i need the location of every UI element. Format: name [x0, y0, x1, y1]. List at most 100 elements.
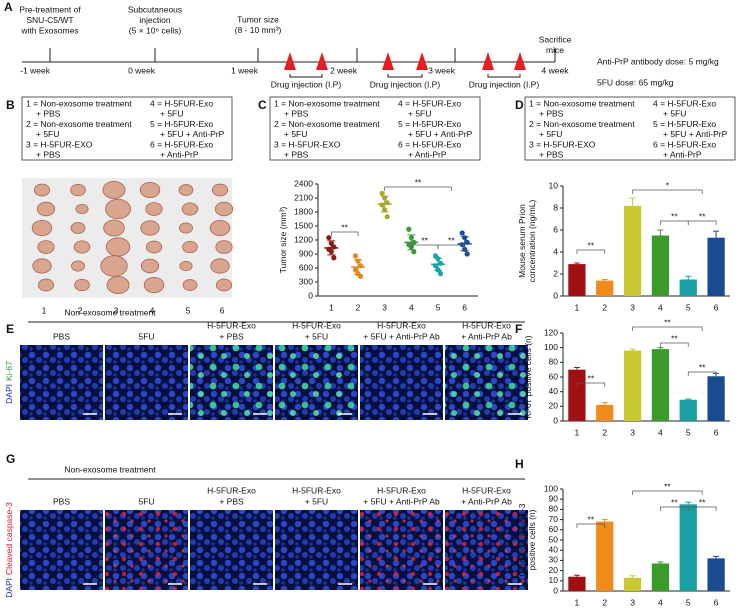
column-label: + 5FU	[305, 496, 328, 506]
significance-label: **	[588, 240, 595, 250]
legend-treatment: + 5FU	[284, 129, 307, 139]
column-label: H-5FUR-Exo	[377, 320, 426, 330]
y-tick-label: 100	[544, 342, 558, 352]
x-tick-label: 4	[658, 597, 663, 607]
data-point	[352, 253, 359, 259]
tumor	[145, 202, 163, 216]
stain-label: DAPI Cleaved caspase-3	[4, 502, 14, 598]
x-tick-label: 3	[630, 302, 635, 312]
column-label: + PBS	[219, 331, 244, 341]
tumor	[31, 219, 53, 237]
significance-label: **	[421, 235, 428, 245]
group-header: Non-exosome treatment	[64, 307, 156, 317]
tumor	[139, 181, 161, 199]
injection-label: Drug injection (I.P)	[271, 79, 342, 89]
error-bar	[657, 347, 664, 350]
legend-name: 6 = H-5FUR-Exo	[653, 139, 716, 149]
error-bar	[573, 574, 580, 577]
x-tick-label: 5	[686, 302, 691, 312]
bar	[679, 399, 697, 421]
tumor	[37, 240, 55, 254]
x-tick-label: 6	[714, 597, 719, 607]
x-tick-label: 3	[630, 427, 635, 437]
bar	[623, 350, 642, 421]
stain-overlay	[445, 510, 528, 590]
legend-name: 4 = H-5FUR-Exo	[398, 98, 461, 108]
legend-name: 2 = Non-exosome treatment	[26, 119, 132, 129]
y-tick-label: 10	[549, 575, 559, 585]
error-bar	[601, 402, 608, 405]
y-tick-label: 0	[553, 415, 558, 425]
bar	[623, 577, 642, 591]
legend-treatment: + 5FU + Anti-PrP	[408, 129, 473, 139]
data-point	[459, 230, 465, 236]
column-label: H-5FUR-Exo	[462, 320, 511, 330]
bar	[568, 264, 586, 296]
legend-name: 5 = H-5FUR-Exo	[398, 119, 461, 129]
tumor	[36, 201, 56, 217]
tumor	[145, 240, 163, 254]
tumor	[37, 278, 55, 292]
y-tick-label: 80	[549, 357, 559, 367]
data-point	[411, 249, 417, 255]
tumor	[214, 201, 234, 217]
column-label: + PBS	[219, 496, 244, 506]
column-label: H-5FUR-Exo	[207, 320, 256, 330]
tumor	[74, 278, 90, 292]
y-tick-label: 4	[553, 246, 558, 256]
y-tick-label: 900	[299, 248, 313, 258]
y-tick-label: 1800	[294, 206, 313, 216]
significance-label: **	[671, 497, 678, 507]
legend-treatment: + PBS	[36, 149, 61, 159]
significance-label: **	[671, 333, 678, 343]
significance-label: **	[588, 373, 595, 383]
y-tick-label: 2100	[294, 192, 313, 202]
significance-label: **	[664, 317, 671, 327]
column-label: PBS	[53, 496, 70, 506]
data-point	[464, 251, 470, 257]
data-point	[331, 255, 337, 261]
error-bar	[629, 575, 636, 578]
y-tick-label: 20	[549, 565, 559, 575]
x-tick-label: 5	[686, 427, 691, 437]
data-point	[379, 202, 385, 208]
y-tick-label: 80	[549, 504, 559, 514]
micrograph	[20, 345, 103, 420]
x-tick-label: 6	[714, 427, 719, 437]
x-tick-label: 2	[356, 302, 361, 312]
significance-label: **	[448, 235, 455, 245]
legend-name: 4 = H-5FUR-Exo	[150, 98, 213, 108]
lane-label: 5	[186, 305, 191, 315]
column-label: + Anti-PrP Ab	[461, 496, 512, 506]
week-label: 4 week	[542, 65, 570, 75]
tumor	[211, 183, 229, 197]
error-bar	[601, 519, 608, 522]
column-label: + 5FU	[305, 331, 328, 341]
x-tick-label: 3	[630, 597, 635, 607]
significance-bracket	[576, 523, 606, 528]
legend-treatment: + Anti-PrP	[160, 149, 199, 159]
tumor	[75, 203, 89, 215]
stain-overlay	[190, 345, 273, 420]
legend-box	[524, 96, 736, 161]
significance-bracket	[687, 371, 717, 376]
event-label: injection	[139, 15, 170, 25]
y-tick-label: 2	[553, 268, 558, 278]
x-tick-label: 5	[436, 302, 441, 312]
significance-bracket	[576, 382, 606, 387]
injection-marker	[482, 52, 494, 70]
y-axis-label: Cleaved caspase-3positive cells (n)	[517, 503, 537, 576]
significance-bracket	[660, 342, 689, 347]
x-tick-label: 2	[602, 597, 607, 607]
tumor	[33, 183, 51, 197]
bar	[707, 237, 725, 296]
column-label: H-5FUR-Exo	[292, 320, 341, 330]
tumor	[103, 219, 125, 237]
legend-name: 3 = H-5FUR-EXO	[274, 139, 341, 149]
bar	[596, 280, 614, 296]
injection-marker	[514, 52, 526, 70]
column-label: H-5FUR-Exo	[292, 485, 341, 495]
lane-label: 6	[220, 305, 225, 315]
stain-overlay	[360, 510, 443, 590]
tumor	[181, 202, 199, 216]
